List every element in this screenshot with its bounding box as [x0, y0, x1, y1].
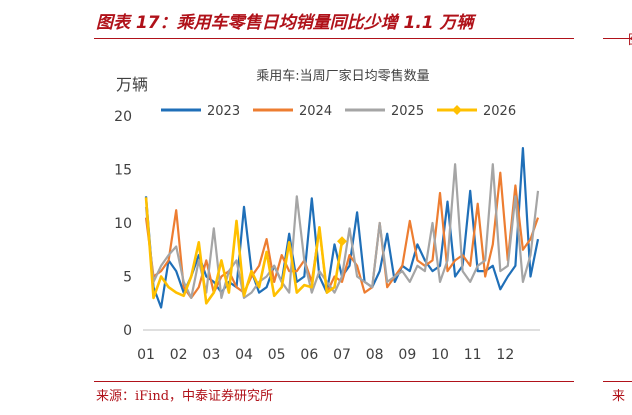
title-rule	[94, 38, 574, 39]
y-tick-label: 15	[114, 163, 132, 179]
right-title-rule	[603, 38, 632, 39]
chart-title: 乘用车:当周厂家日均零售数量	[256, 68, 429, 84]
x-tick-label: 02	[170, 347, 188, 363]
x-tick-label: 05	[268, 347, 286, 363]
legend: 2023 2024 2025 2026	[161, 104, 516, 119]
series-lines	[144, 147, 540, 309]
x-tick-label: 06	[300, 347, 318, 363]
legend-marker-2026	[452, 105, 462, 115]
source-note: 来源：iFind，中泰证券研究所	[96, 389, 274, 404]
series-marker-2026	[337, 236, 347, 247]
x-tick-label: 11	[464, 347, 482, 363]
y-unit-label: 万辆	[116, 75, 148, 94]
y-tick-label: 20	[114, 109, 132, 125]
series-line-2026	[144, 197, 344, 305]
y-tick-label: 0	[123, 323, 132, 339]
x-tick-label: 12	[496, 347, 514, 363]
x-tick-label: 07	[333, 347, 351, 363]
x-tick-label: 10	[431, 347, 449, 363]
legend-label-2024: 2024	[299, 104, 332, 119]
figure-title: 图表 17：乘用车零售日均销量同比少增 1.1 万辆	[96, 13, 474, 33]
y-axis-ticks: 0 5 10 15 20	[114, 109, 132, 339]
x-axis-ticks: 01 02 03 04 05 06 07 08 09 10 11 12	[137, 347, 514, 363]
x-tick-label: 01	[137, 347, 155, 363]
y-tick-label: 5	[123, 270, 132, 286]
y-tick-label: 10	[114, 216, 132, 232]
x-tick-label: 09	[398, 347, 416, 363]
right-figure-title-fragment: 图	[628, 29, 632, 48]
right-source-fragment: 来	[612, 389, 626, 404]
legend-label-2023: 2023	[207, 104, 240, 119]
x-tick-label: 08	[366, 347, 384, 363]
series-line-2024	[144, 171, 540, 299]
legend-label-2026: 2026	[483, 104, 516, 119]
x-tick-label: 04	[235, 347, 253, 363]
source-rule	[94, 381, 574, 382]
right-source-rule	[603, 381, 632, 382]
x-tick-label: 03	[202, 347, 220, 363]
legend-label-2025: 2025	[391, 104, 424, 119]
series-line-2025	[144, 163, 540, 299]
